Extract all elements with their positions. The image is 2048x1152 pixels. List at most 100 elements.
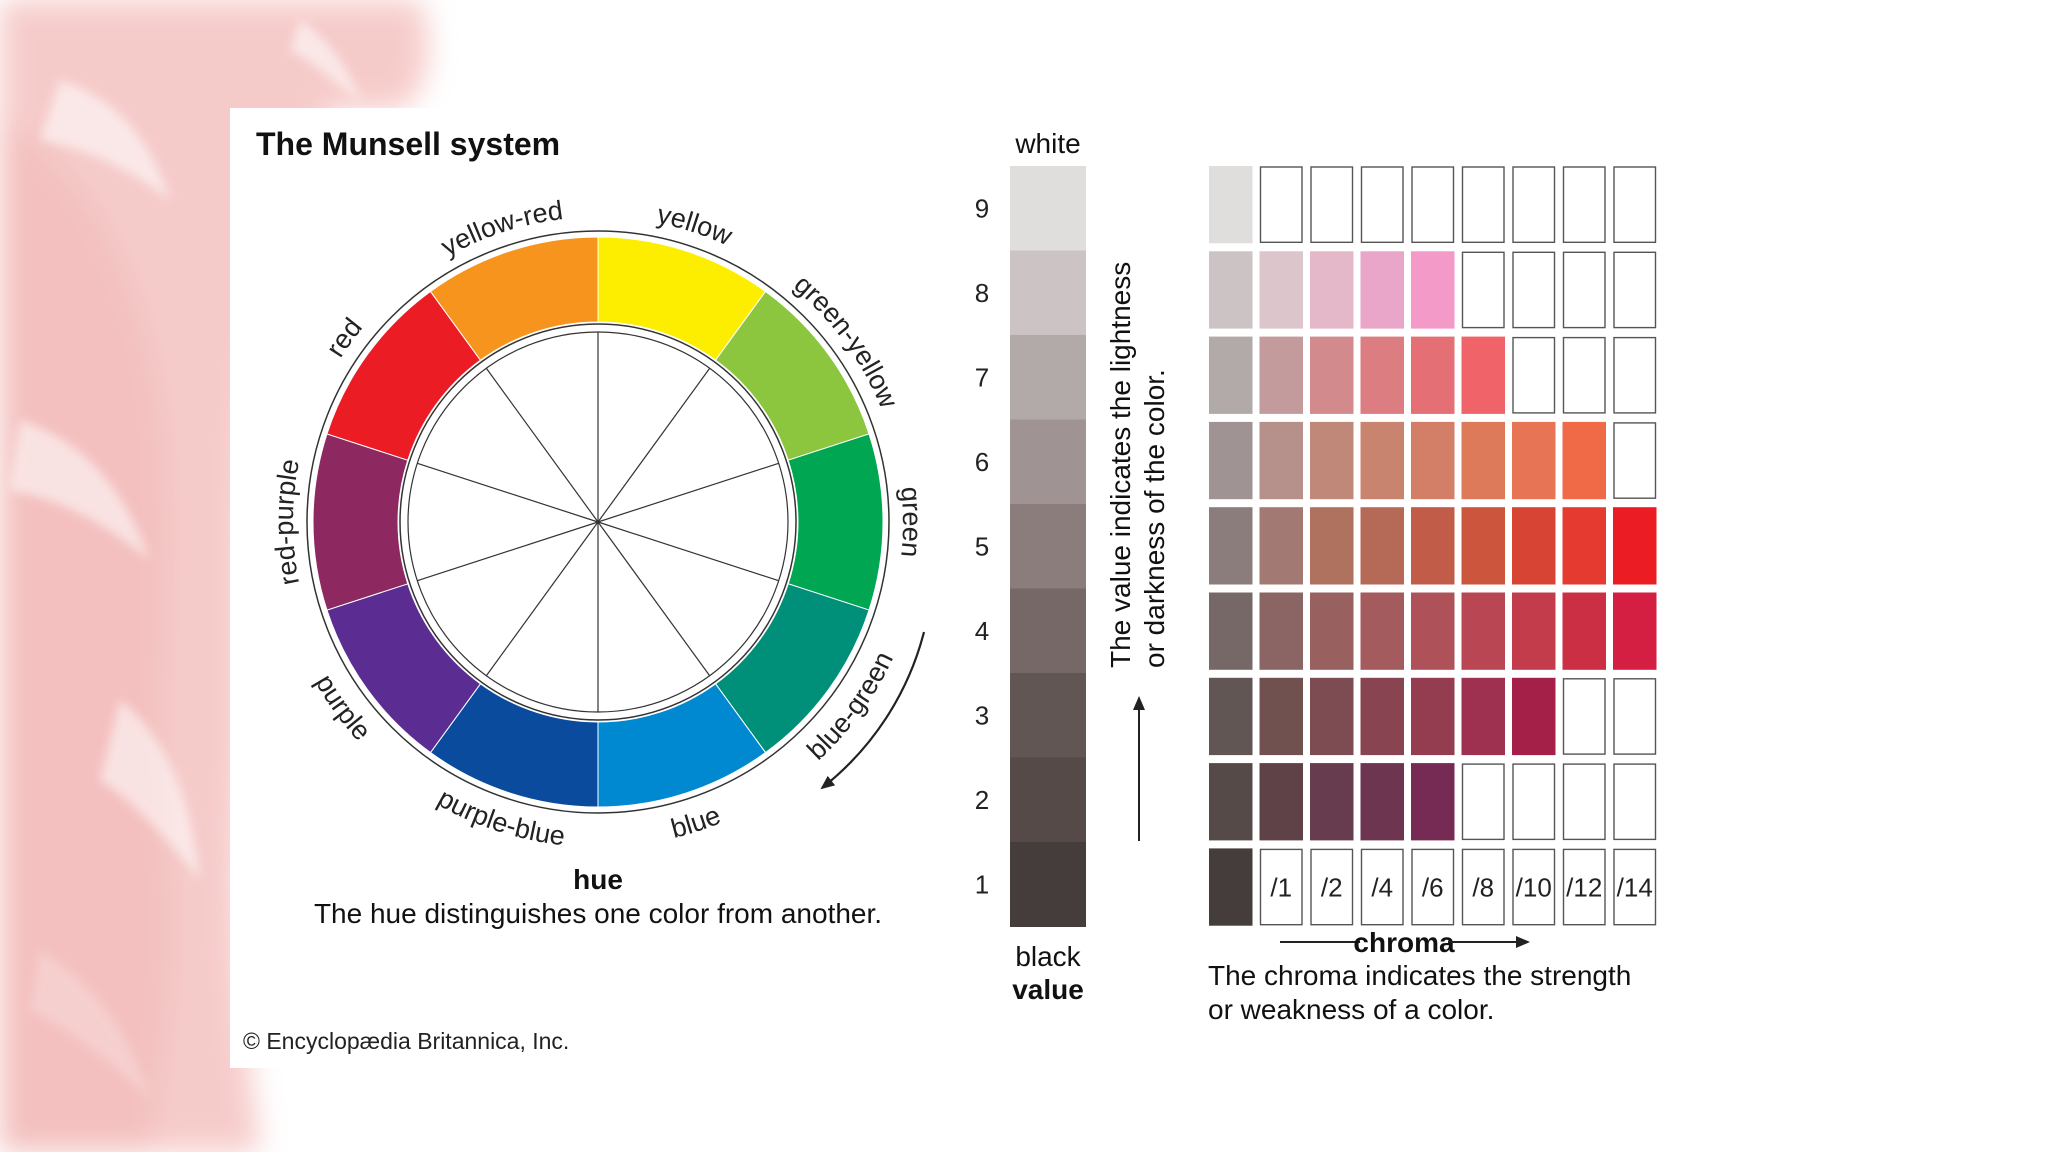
chroma-cell <box>1360 336 1404 414</box>
chroma-empty-cell <box>1259 166 1303 244</box>
hue-segment-yellow-red <box>429 236 599 361</box>
value-scale: 9 8 7 6 5 4 3 2 1 <box>975 166 1086 927</box>
value-level-4: 4 <box>975 616 989 646</box>
value-level-1: 1 <box>975 869 989 899</box>
chroma-tick-label: /4 <box>1371 873 1393 903</box>
chroma-cell <box>1360 421 1404 500</box>
chroma-cell <box>1461 421 1505 500</box>
chroma-caption-line1: The chroma indicates the strength <box>1208 960 1631 991</box>
chroma-empty-cell <box>1562 166 1606 244</box>
chroma-cell <box>1512 421 1556 500</box>
hue-spoke <box>597 521 711 677</box>
chroma-cell <box>1259 677 1303 756</box>
chroma-cell <box>1259 507 1303 585</box>
chroma-cell <box>1310 507 1354 585</box>
hue-spoke <box>417 462 599 523</box>
chroma-empty-cell <box>1512 763 1556 841</box>
chroma-cell <box>1310 336 1354 414</box>
chroma-empty-cell <box>1461 763 1505 841</box>
chroma-cell <box>1461 592 1505 670</box>
chroma-cell <box>1360 677 1404 756</box>
chroma-cell <box>1209 763 1253 841</box>
chroma-cell <box>1411 677 1455 756</box>
chroma-cell <box>1310 592 1354 670</box>
chroma-empty-cell <box>1613 763 1657 841</box>
hue-segment-green <box>787 433 884 611</box>
chroma-empty-cell <box>1512 166 1556 244</box>
chroma-empty-cell <box>1411 848 1455 926</box>
copyright-credit: © Encyclopædia Britannica, Inc. <box>243 1028 569 1054</box>
chroma-cell <box>1259 251 1303 329</box>
chroma-caption-line2: or weakness of a color. <box>1208 994 1494 1025</box>
hue-spoke <box>597 521 779 582</box>
value-swatch-6 <box>1010 419 1086 505</box>
munsell-figure: The Munsell system yellowgreen-yellowgre… <box>243 126 1657 1054</box>
value-swatch-8 <box>1010 250 1086 336</box>
chroma-empty-cell <box>1461 166 1505 244</box>
chroma-tick-label: /10 <box>1516 873 1552 903</box>
hue-wheel <box>306 230 890 814</box>
chroma-cell <box>1259 336 1303 414</box>
chroma-empty-cell <box>1461 251 1505 329</box>
value-level-8: 8 <box>975 278 989 308</box>
chroma-empty-cell <box>1562 763 1606 841</box>
hue-outer-ring <box>306 230 890 814</box>
chroma-cell <box>1259 421 1303 500</box>
chroma-cell <box>1562 507 1606 585</box>
chroma-cell <box>1209 251 1253 329</box>
value-top-label: white <box>1014 128 1080 159</box>
chroma-tick-label: /6 <box>1422 873 1444 903</box>
hue-label-red-purple: red-purple <box>269 457 305 588</box>
hue-spoke <box>597 462 779 523</box>
chroma-cell <box>1562 421 1606 500</box>
chroma-tick-label: /1 <box>1270 873 1292 903</box>
chroma-cell <box>1411 336 1455 414</box>
chroma-empty-cell <box>1613 678 1657 755</box>
chroma-empty-cell <box>1360 166 1404 244</box>
chroma-empty-cell <box>1461 848 1505 926</box>
value-swatch-4 <box>1010 588 1086 674</box>
chroma-cell <box>1360 251 1404 329</box>
chroma-empty-cell <box>1411 166 1455 244</box>
value-heading: value <box>1012 974 1084 1005</box>
chroma-empty-cell <box>1613 251 1657 329</box>
hue-segment-red-purple <box>312 433 409 611</box>
chroma-empty-cell <box>1562 336 1606 414</box>
value-level-6: 6 <box>975 447 989 477</box>
chroma-cell <box>1360 763 1404 841</box>
chroma-cell <box>1209 677 1253 756</box>
chroma-cell <box>1613 507 1657 585</box>
value-swatch-1 <box>1010 842 1086 927</box>
value-swatch-2 <box>1010 757 1086 843</box>
chroma-cell <box>1562 592 1606 670</box>
chroma-empty-cell <box>1562 251 1606 329</box>
chroma-cell <box>1209 592 1253 670</box>
hue-heading: hue <box>573 864 623 895</box>
figure-panel: The Munsell system yellow green-yellow gre… <box>230 108 1670 1068</box>
chroma-empty-cell <box>1613 166 1657 244</box>
value-caption-line1: The value indicates the lightness <box>1105 262 1136 668</box>
hue-spoke <box>485 521 599 677</box>
chroma-cell <box>1512 677 1556 756</box>
chroma-empty-cell <box>1562 678 1606 755</box>
figure-title: The Munsell system <box>256 126 560 162</box>
hue-label-green: green <box>895 485 927 558</box>
chroma-empty-cell <box>1310 166 1354 244</box>
hue-label-blue: blue <box>668 800 725 844</box>
value-bottom-label: black <box>1015 941 1081 972</box>
chroma-cell <box>1310 763 1354 841</box>
chroma-cell <box>1259 592 1303 670</box>
chroma-cell <box>1461 507 1505 585</box>
chroma-cell <box>1613 592 1657 670</box>
chroma-cell <box>1411 592 1455 670</box>
chroma-cell <box>1209 166 1253 244</box>
chroma-cell <box>1360 507 1404 585</box>
hue-direction-arrow <box>820 631 926 790</box>
chroma-empty-cell <box>1310 848 1354 926</box>
chroma-cell <box>1512 507 1556 585</box>
value-level-5: 5 <box>975 531 989 561</box>
chroma-cell <box>1461 677 1505 756</box>
value-swatch-3 <box>1010 673 1086 758</box>
chroma-cell <box>1411 763 1455 841</box>
chroma-tick-label: /8 <box>1472 873 1494 903</box>
